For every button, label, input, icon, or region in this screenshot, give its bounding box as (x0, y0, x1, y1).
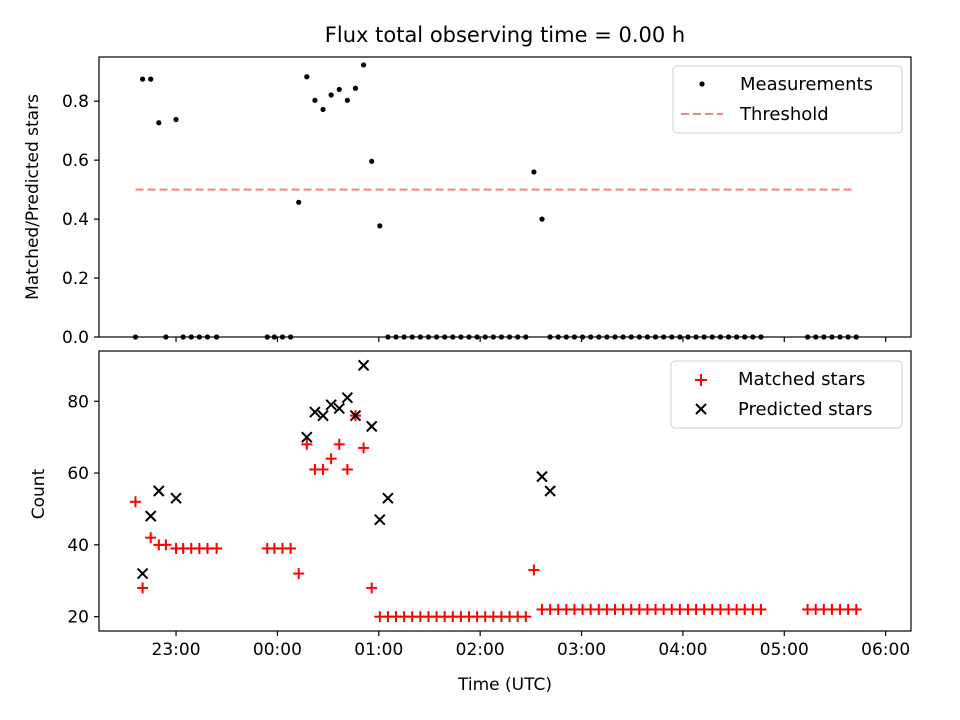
matched-star-point (755, 603, 767, 615)
matched-star-point (160, 539, 172, 551)
matched-star-point (145, 532, 157, 544)
measurement-point (328, 92, 334, 98)
measurement-point (531, 169, 537, 175)
predicted-star-point (301, 431, 313, 443)
measurement-point (304, 74, 310, 80)
bottom-y-tick-label: 40 (67, 536, 89, 556)
top-legend-box (672, 65, 903, 134)
bottom-y-tick-label: 60 (67, 464, 89, 484)
matched-star-point (358, 442, 370, 454)
top-panel: Flux total observing time = 0.00 h Match… (23, 23, 912, 348)
legend-predicted-label: Predicted stars (738, 399, 872, 420)
predicted-star-point (153, 485, 165, 497)
predicted-star-point (144, 510, 157, 522)
matched-star-point (333, 438, 345, 450)
predicted-star-point (325, 399, 337, 411)
measurement-point (336, 86, 342, 93)
measurement-point (377, 223, 383, 229)
matched-star-point (520, 611, 532, 623)
matched-star-point (301, 438, 313, 450)
bottom-legend-box (670, 360, 903, 429)
bottom-y-tick-label: 20 (67, 608, 89, 628)
predicted-star-point (365, 420, 378, 433)
top-legend: Measurements Threshold (672, 65, 903, 134)
measurement-point (352, 85, 359, 91)
predicted-star-point (170, 492, 182, 504)
predicted-star-point (374, 514, 386, 526)
bottom-y-tick-label: 80 (67, 392, 89, 412)
legend-matched-marker (695, 374, 707, 386)
top-y-tick-label: 0.4 (62, 210, 89, 230)
legend-predicted-marker (695, 403, 707, 415)
legend-threshold-label: Threshold (739, 104, 829, 125)
top-y-tick-label: 0.0 (62, 328, 89, 348)
matched-star-point (137, 582, 149, 594)
x-tick-label: 05:00 (760, 640, 809, 660)
matched-star-point (366, 582, 378, 594)
measurement-point (148, 76, 154, 82)
x-tick-label: 01:00 (354, 640, 403, 660)
matched-star-point (129, 496, 141, 508)
bottom-y-axis-label: Count (29, 468, 49, 519)
bottom-legend: Matched stars Predicted stars (670, 360, 903, 429)
top-y-tick-label: 0.2 (62, 269, 89, 289)
predicted-star-point (333, 402, 345, 415)
x-tick-label: 03:00 (557, 640, 606, 660)
matched-star-point (211, 542, 223, 554)
predicted-star-point (317, 409, 329, 422)
x-tick-label: 06:00 (861, 640, 910, 660)
bottom-plot-frame (98, 350, 912, 632)
measurement-point (139, 76, 146, 82)
matched-star-point (528, 564, 540, 576)
measurement-point (320, 106, 326, 113)
chart-title: Flux total observing time = 0.00 h (325, 23, 685, 47)
measurement-point (360, 62, 367, 68)
predicted-star-point (309, 406, 321, 418)
x-tick-label: 04:00 (658, 640, 707, 660)
top-y-tick-label: 0.6 (62, 151, 89, 171)
top-y-axis-label: Matched/Predicted stars (23, 94, 43, 300)
legend-measurements-label: Measurements (740, 74, 873, 95)
matched-star-point (293, 568, 305, 580)
predicted-star-point (136, 567, 149, 580)
legend-measurements-marker (699, 81, 705, 87)
measurement-point (539, 216, 545, 222)
matched-star-point (850, 603, 862, 615)
measurement-point (156, 120, 162, 126)
measurement-point (173, 116, 179, 123)
x-tick-label: 00:00 (253, 640, 302, 660)
matched-star-point (285, 542, 297, 554)
top-y-tick-label: 0.8 (62, 92, 89, 112)
matched-star-point (341, 463, 353, 475)
measurement-point (344, 97, 350, 103)
x-tick-label: 23:00 (152, 640, 201, 660)
predicted-star-point (544, 485, 556, 497)
predicted-star-point (349, 409, 362, 422)
measurement-point (296, 199, 302, 205)
predicted-star-point (341, 391, 354, 404)
predicted-star-point (536, 470, 548, 483)
bottom-panel: Count Time (UTC) 23:00 00:00 01:00 02:00 03:… (29, 350, 912, 695)
x-tick-label: 02:00 (456, 640, 505, 660)
measurement-point (369, 158, 375, 164)
predicted-star-point (357, 359, 370, 372)
measurement-point (312, 97, 318, 103)
predicted-star-point (382, 492, 394, 504)
top-plot-frame (98, 56, 912, 338)
legend-matched-label: Matched stars (738, 369, 865, 390)
matched-star-point (325, 453, 337, 465)
matched-star-point (317, 463, 329, 475)
x-axis-label: Time (UTC) (457, 675, 552, 695)
